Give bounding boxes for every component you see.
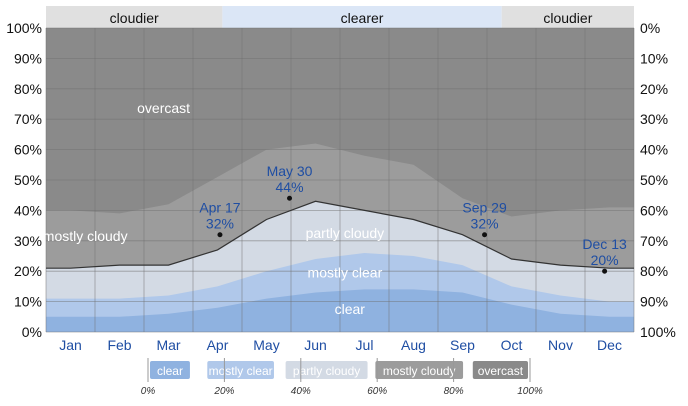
- sky-band-1: [222, 6, 502, 28]
- month-label: May: [253, 337, 279, 353]
- legend-swatch: [472, 361, 528, 379]
- y-tick-right: 70%: [640, 233, 668, 249]
- annotation-point: [602, 268, 608, 274]
- area-label: mostly clear: [308, 264, 383, 280]
- sky-bands: cloudier clearer cloudier: [46, 6, 634, 28]
- y-tick-left: 30%: [14, 233, 42, 249]
- annotation-point: [482, 232, 488, 238]
- annotation-date: Dec 13: [582, 236, 627, 252]
- month-label: Apr: [207, 337, 229, 353]
- annotation-date: Apr 17: [199, 200, 240, 216]
- annotation-point: [287, 195, 293, 201]
- y-tick-right: 30%: [640, 111, 668, 127]
- sky-band-label: clearer: [341, 10, 384, 26]
- legend-label: overcast: [478, 364, 524, 378]
- y-tick-left: 10%: [14, 294, 42, 310]
- y-tick-left: 40%: [14, 202, 42, 218]
- month-label: Mar: [156, 337, 180, 353]
- y-tick-left: 100%: [6, 20, 42, 36]
- legend-swatch: [375, 361, 464, 379]
- y-tick-right: 80%: [640, 263, 668, 279]
- y-tick-right: 90%: [640, 294, 668, 310]
- y-axis-right: 0% 10% 20% 30% 40% 50% 60% 70% 80% 90% 100%: [640, 20, 676, 340]
- annotation-date: May 30: [267, 163, 313, 179]
- legend-swatch: [150, 361, 190, 379]
- y-tick-right: 40%: [640, 142, 668, 158]
- legend-label: mostly clear: [209, 364, 273, 378]
- sky-band-0: [46, 6, 223, 28]
- y-tick-right: 0%: [640, 20, 660, 36]
- y-tick-right: 10%: [640, 50, 668, 66]
- y-axis-left: 100% 90% 80% 70% 60% 50% 40% 30% 20% 10% 0%: [6, 20, 42, 340]
- median-path: [46, 200, 634, 269]
- annotation-value: 32%: [471, 216, 499, 232]
- annotation-value: 44%: [276, 179, 304, 195]
- legend-swatch: [285, 361, 368, 379]
- sky-band-label: cloudier: [110, 10, 159, 26]
- month-label: Jan: [59, 337, 82, 353]
- sky-band-2: [501, 6, 634, 28]
- month-label: Sep: [450, 337, 475, 353]
- y-tick-left: 60%: [14, 142, 42, 158]
- legend-tick-label: 100%: [517, 386, 543, 397]
- legend-label: mostly cloudy: [383, 364, 456, 378]
- month-label: Feb: [107, 337, 131, 353]
- legend-tick-label: 20%: [213, 386, 234, 397]
- month-label: Jun: [304, 337, 327, 353]
- annotation-point: [217, 232, 223, 238]
- legend-tick-label: 60%: [367, 386, 387, 397]
- annotation-value: 20%: [591, 252, 619, 268]
- sky-band-label: cloudier: [543, 10, 592, 26]
- legend-tick-label: 40%: [291, 386, 311, 397]
- median-line: [46, 200, 634, 269]
- month-label: Jul: [356, 337, 374, 353]
- y-tick-right: 20%: [640, 81, 668, 97]
- legend: clear mostly clear partly cloudy mostly clo…: [141, 358, 543, 397]
- y-tick-right: 60%: [640, 202, 668, 218]
- y-tick-right: 50%: [640, 172, 668, 188]
- area-label: overcast: [137, 100, 190, 116]
- y-tick-left: 50%: [14, 172, 42, 188]
- month-label: Dec: [597, 337, 622, 353]
- annotation-date: Sep 29: [462, 200, 507, 216]
- legend-tick-label: 80%: [444, 386, 464, 397]
- area-labels: overcast mostly cloudy partly cloudy mostly…: [43, 100, 384, 317]
- legend-tick-label: 0%: [141, 386, 156, 397]
- area-label: clear: [335, 301, 366, 317]
- area-label: mostly cloudy: [43, 228, 128, 244]
- legend-label: clear: [157, 364, 183, 378]
- grid-lines: [45, 27, 635, 333]
- y-tick-left: 90%: [14, 50, 42, 66]
- month-label: Oct: [501, 337, 523, 353]
- y-tick-left: 20%: [14, 263, 42, 279]
- y-tick-left: 0%: [22, 324, 42, 340]
- legend-label: partly cloudy: [293, 364, 360, 378]
- y-tick-left: 80%: [14, 81, 42, 97]
- area-label: partly cloudy: [306, 225, 385, 241]
- month-label: Aug: [401, 337, 426, 353]
- annotation-value: 32%: [206, 216, 234, 232]
- y-tick-left: 70%: [14, 111, 42, 127]
- y-tick-right: 100%: [640, 324, 676, 340]
- month-label: Nov: [548, 337, 573, 353]
- x-axis-months: Jan Feb Mar Apr May Jun Jul Aug Sep Oct Nov Dec: [59, 337, 622, 353]
